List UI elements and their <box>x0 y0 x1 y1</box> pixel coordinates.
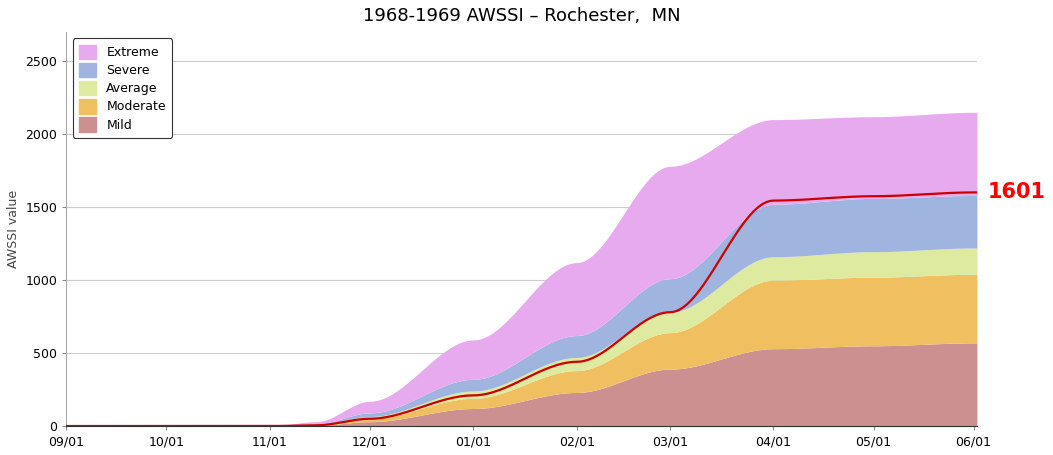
Y-axis label: AWSSI value: AWSSI value <box>7 190 20 268</box>
Title: 1968-1969 AWSSI – Rochester,  MN: 1968-1969 AWSSI – Rochester, MN <box>363 7 680 25</box>
Text: 1601: 1601 <box>988 182 1046 202</box>
Legend: Extreme, Severe, Average, Moderate, Mild: Extreme, Severe, Average, Moderate, Mild <box>73 38 173 138</box>
